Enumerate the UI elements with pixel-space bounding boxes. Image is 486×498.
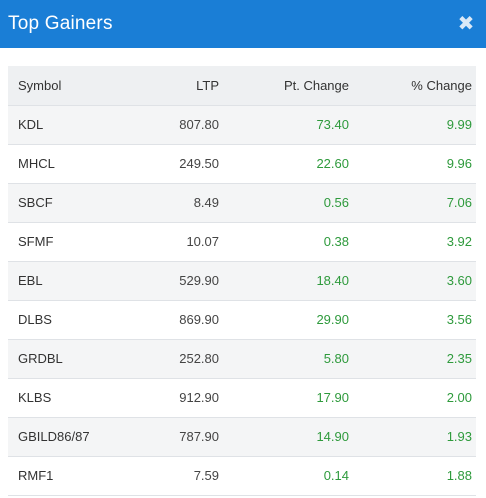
ltp-cell: 10.07 (118, 222, 223, 262)
pt-change-cell: 0.56 (223, 183, 353, 223)
pt-change-cell: 22.60 (223, 144, 353, 184)
pt-change-cell: 14.90 (223, 417, 353, 457)
header-pct-change[interactable]: % Change (353, 66, 476, 106)
ltp-cell: 8.49 (118, 183, 223, 223)
pt-change-cell: 0.38 (223, 222, 353, 262)
pct-change-cell: 2.00 (353, 378, 476, 418)
symbol-cell: MHCL (8, 144, 118, 184)
symbol-cell: RMF1 (8, 456, 118, 496)
ltp-cell: 912.90 (118, 378, 223, 418)
gainers-table-container: Symbol LTP Pt. Change % Change KDL 807.80… (8, 66, 476, 496)
pct-change-cell: 7.06 (353, 183, 476, 223)
table-row[interactable]: DLBS 869.90 29.90 3.56 (8, 300, 476, 340)
pct-change-cell: 9.96 (353, 144, 476, 184)
symbol-cell: SBCF (8, 183, 118, 223)
table-row[interactable]: EBL 529.90 18.40 3.60 (8, 261, 476, 301)
symbol-cell: GRDBL (8, 339, 118, 379)
pct-change-cell: 3.92 (353, 222, 476, 262)
pt-change-cell: 18.40 (223, 261, 353, 301)
table-row[interactable]: KLBS 912.90 17.90 2.00 (8, 378, 476, 418)
table-header-row: Symbol LTP Pt. Change % Change (8, 66, 476, 106)
symbol-cell: KDL (8, 105, 118, 145)
table-row[interactable]: GBILD86/87 787.90 14.90 1.93 (8, 417, 476, 457)
symbol-cell: KLBS (8, 378, 118, 418)
pt-change-cell: 5.80 (223, 339, 353, 379)
header-pt-change[interactable]: Pt. Change (223, 66, 353, 106)
ltp-cell: 869.90 (118, 300, 223, 340)
ltp-cell: 529.90 (118, 261, 223, 301)
dialog-title: Top Gainers (8, 13, 113, 34)
pt-change-cell: 29.90 (223, 300, 353, 340)
dialog-header: Top Gainers ✖ (0, 0, 486, 48)
table-row[interactable]: GRDBL 252.80 5.80 2.35 (8, 339, 476, 379)
pct-change-cell: 3.60 (353, 261, 476, 301)
pt-change-cell: 0.14 (223, 456, 353, 496)
symbol-cell: GBILD86/87 (8, 417, 118, 457)
pct-change-cell: 9.99 (353, 105, 476, 145)
pct-change-cell: 3.56 (353, 300, 476, 340)
header-ltp[interactable]: LTP (118, 66, 223, 106)
table-row[interactable]: KDL 807.80 73.40 9.99 (8, 105, 476, 145)
pt-change-cell: 73.40 (223, 105, 353, 145)
symbol-cell: EBL (8, 261, 118, 301)
gainers-table: Symbol LTP Pt. Change % Change KDL 807.80… (8, 66, 476, 496)
ltp-cell: 807.80 (118, 105, 223, 145)
symbol-cell: DLBS (8, 300, 118, 340)
close-icon[interactable]: ✖ (457, 13, 475, 35)
table-row[interactable]: RMF1 7.59 0.14 1.88 (8, 456, 476, 496)
ltp-cell: 7.59 (118, 456, 223, 496)
table-row[interactable]: SBCF 8.49 0.56 7.06 (8, 183, 476, 223)
pt-change-cell: 17.90 (223, 378, 353, 418)
header-symbol[interactable]: Symbol (8, 66, 118, 106)
symbol-cell: SFMF (8, 222, 118, 262)
ltp-cell: 249.50 (118, 144, 223, 184)
pct-change-cell: 1.88 (353, 456, 476, 496)
table-row[interactable]: SFMF 10.07 0.38 3.92 (8, 222, 476, 262)
ltp-cell: 252.80 (118, 339, 223, 379)
pct-change-cell: 1.93 (353, 417, 476, 457)
pct-change-cell: 2.35 (353, 339, 476, 379)
ltp-cell: 787.90 (118, 417, 223, 457)
table-row[interactable]: MHCL 249.50 22.60 9.96 (8, 144, 476, 184)
